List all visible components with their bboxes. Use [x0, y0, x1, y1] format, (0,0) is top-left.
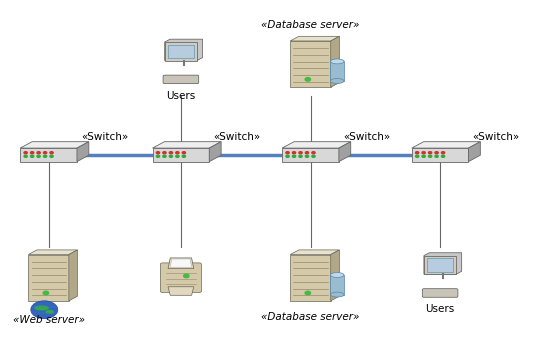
Circle shape: [442, 152, 445, 154]
Polygon shape: [153, 148, 210, 162]
Ellipse shape: [330, 292, 344, 297]
Ellipse shape: [34, 305, 49, 310]
Circle shape: [416, 152, 419, 154]
Polygon shape: [339, 142, 351, 162]
Circle shape: [306, 152, 309, 154]
Ellipse shape: [330, 273, 344, 277]
Circle shape: [170, 152, 173, 154]
Circle shape: [299, 152, 302, 154]
Circle shape: [50, 155, 53, 157]
Circle shape: [293, 155, 296, 157]
Polygon shape: [282, 148, 339, 162]
Circle shape: [286, 152, 289, 154]
Circle shape: [416, 155, 419, 157]
Circle shape: [31, 301, 58, 319]
Polygon shape: [412, 142, 481, 148]
Circle shape: [422, 152, 426, 154]
Circle shape: [170, 155, 173, 157]
Circle shape: [37, 152, 40, 154]
Circle shape: [44, 152, 47, 154]
Circle shape: [43, 291, 49, 295]
Polygon shape: [330, 275, 344, 295]
Ellipse shape: [330, 79, 344, 83]
Polygon shape: [330, 36, 339, 87]
Polygon shape: [21, 148, 77, 162]
Polygon shape: [170, 259, 192, 267]
FancyBboxPatch shape: [160, 263, 201, 293]
Text: «Switch»: «Switch»: [81, 132, 129, 142]
Polygon shape: [291, 36, 339, 41]
Circle shape: [312, 152, 315, 154]
FancyBboxPatch shape: [163, 75, 199, 84]
Ellipse shape: [330, 59, 344, 64]
Circle shape: [305, 78, 310, 81]
Ellipse shape: [45, 310, 54, 314]
Circle shape: [44, 155, 47, 157]
Polygon shape: [330, 250, 339, 301]
Circle shape: [306, 155, 309, 157]
Text: «Switch»: «Switch»: [213, 132, 261, 142]
Polygon shape: [168, 287, 194, 295]
Circle shape: [176, 152, 179, 154]
Circle shape: [429, 152, 432, 154]
Polygon shape: [153, 142, 221, 148]
Text: «Switch»: «Switch»: [343, 132, 390, 142]
Circle shape: [429, 155, 432, 157]
Polygon shape: [469, 142, 481, 162]
Circle shape: [30, 152, 33, 154]
Polygon shape: [168, 44, 194, 58]
Circle shape: [442, 155, 445, 157]
Circle shape: [422, 155, 426, 157]
Text: «Switch»: «Switch»: [472, 132, 519, 142]
Polygon shape: [28, 255, 69, 301]
Polygon shape: [165, 39, 202, 61]
Circle shape: [183, 155, 186, 157]
Circle shape: [184, 274, 189, 278]
Polygon shape: [210, 142, 221, 162]
Polygon shape: [28, 250, 78, 255]
Text: «Database server»: «Database server»: [261, 312, 360, 321]
Circle shape: [305, 291, 310, 295]
Circle shape: [293, 152, 296, 154]
Polygon shape: [291, 41, 330, 87]
FancyBboxPatch shape: [422, 289, 458, 297]
Circle shape: [312, 155, 315, 157]
Text: Users: Users: [426, 304, 455, 314]
Polygon shape: [427, 258, 453, 272]
Circle shape: [183, 152, 186, 154]
Circle shape: [157, 155, 160, 157]
Circle shape: [37, 155, 40, 157]
Polygon shape: [291, 255, 330, 301]
Text: «Database server»: «Database server»: [261, 20, 360, 30]
Polygon shape: [330, 62, 344, 81]
Circle shape: [24, 152, 27, 154]
Circle shape: [286, 155, 289, 157]
Polygon shape: [165, 42, 197, 61]
Text: Users: Users: [166, 91, 195, 101]
Circle shape: [157, 152, 160, 154]
Circle shape: [30, 155, 33, 157]
Circle shape: [299, 155, 302, 157]
Text: «Web server»: «Web server»: [12, 315, 85, 325]
Polygon shape: [282, 142, 351, 148]
Circle shape: [163, 155, 166, 157]
Polygon shape: [69, 250, 78, 301]
Circle shape: [24, 155, 27, 157]
Polygon shape: [412, 148, 469, 162]
Polygon shape: [168, 258, 194, 268]
Polygon shape: [291, 250, 339, 255]
Polygon shape: [77, 142, 89, 162]
Circle shape: [435, 152, 438, 154]
Circle shape: [50, 152, 53, 154]
Polygon shape: [424, 253, 462, 274]
Circle shape: [176, 155, 179, 157]
Polygon shape: [21, 142, 89, 148]
Circle shape: [163, 152, 166, 154]
Polygon shape: [424, 256, 456, 274]
Circle shape: [435, 155, 438, 157]
